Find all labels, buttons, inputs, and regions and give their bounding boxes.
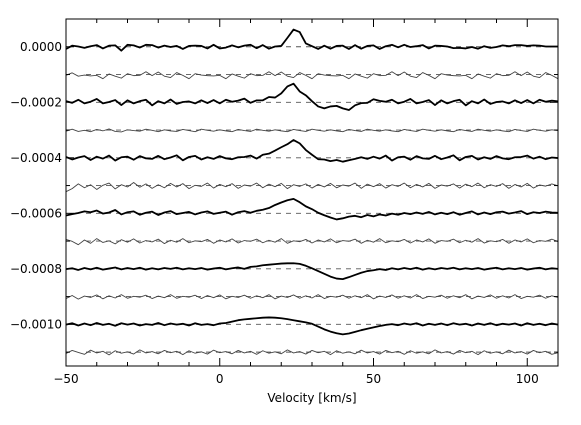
y-tick-label: −0.0008	[10, 262, 62, 276]
x-tick-label: −50	[53, 372, 78, 386]
series-line-0	[65, 28, 558, 52]
series-line-7	[65, 238, 559, 246]
series-line-8	[65, 262, 559, 281]
series-line-5	[65, 182, 559, 193]
y-tick-label: −0.0006	[10, 206, 62, 220]
series-line-10	[65, 316, 559, 336]
axis-ticks	[65, 18, 559, 366]
y-tick-label: 0.0000	[20, 40, 62, 54]
series-line-3	[65, 128, 559, 133]
x-tick-label: 0	[216, 372, 224, 386]
baselines	[86, 46, 554, 353]
y-tick-labels: 0.0000 −0.0002 −0.0004 −0.0006 −0.0008 −0.001…	[10, 40, 62, 332]
series-line-11	[65, 349, 559, 356]
series-lines	[65, 28, 559, 356]
x-tick-label: 100	[516, 372, 539, 386]
x-axis-label: Velocity [km/s]	[267, 391, 356, 405]
y-tick-label: −0.0002	[10, 95, 62, 109]
y-tick-label: −0.0004	[10, 151, 62, 165]
series-line-6	[65, 197, 559, 221]
series-line-1	[65, 71, 559, 80]
plot-frame	[65, 18, 559, 367]
y-tick-label: −0.0010	[10, 317, 62, 331]
x-tick-label: 50	[366, 372, 381, 386]
series-line-2	[65, 82, 559, 111]
x-tick-labels: −50 0 50 100	[53, 372, 538, 386]
series-line-9	[65, 294, 559, 300]
series-line-4	[65, 139, 559, 163]
